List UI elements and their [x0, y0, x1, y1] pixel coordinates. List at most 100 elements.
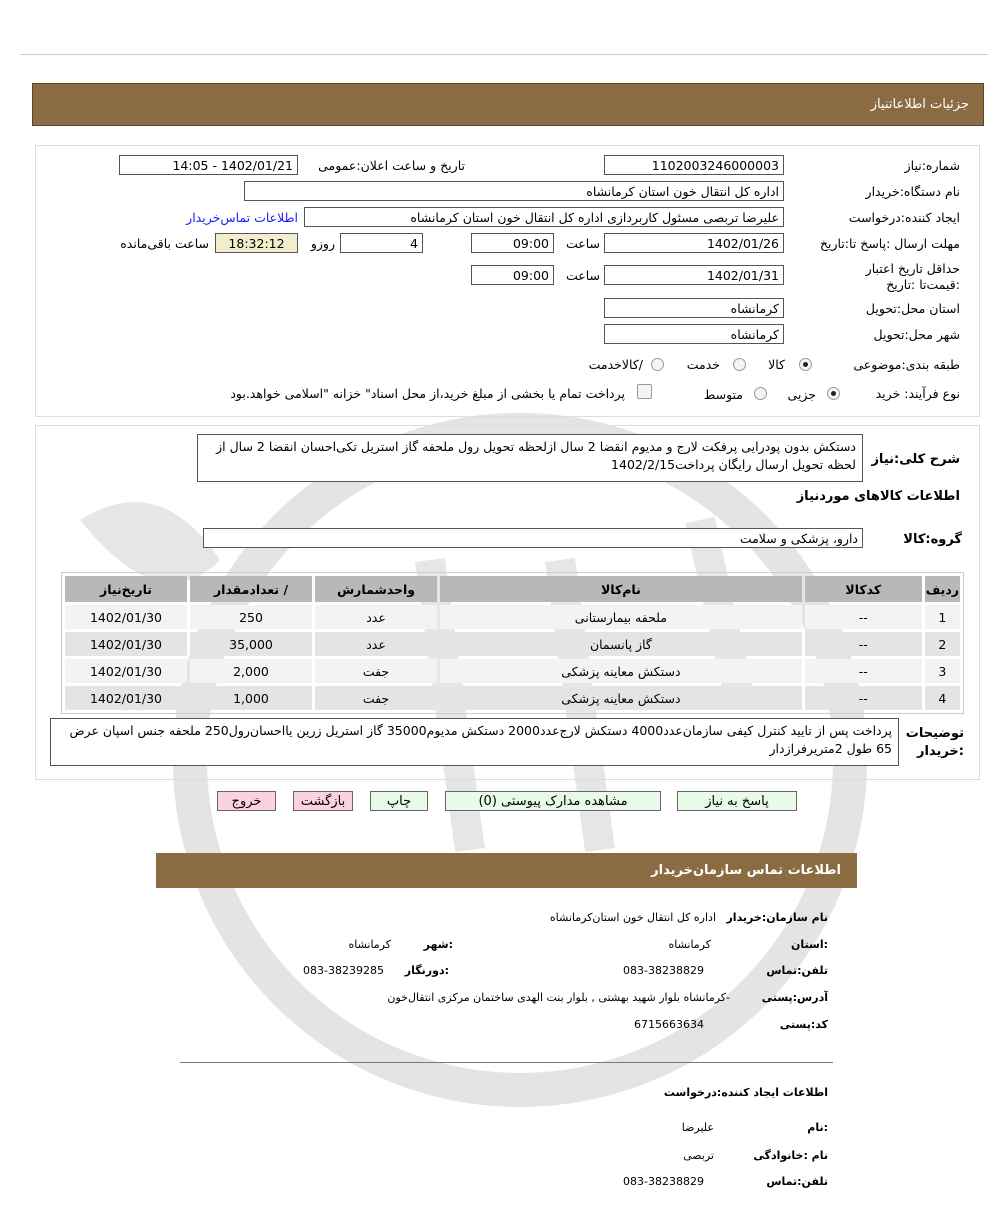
cell-qty: 35,000: [190, 632, 312, 656]
page-header: جزئیات اطلاعاتنیاز: [32, 83, 984, 126]
days-label: روزو: [310, 236, 335, 251]
table-header: ردیف کدکالا نام‌کالا واحدشمارش / تعدادمق…: [65, 576, 960, 602]
cell-date: 1402/01/30: [65, 686, 187, 710]
col-code: کدکالا: [804, 576, 922, 602]
notes-label: توضیحات :خریدار: [905, 726, 964, 759]
process-minor-label: جزیی: [787, 387, 816, 402]
creator-label: ایجاد کننده:درخواست: [848, 210, 960, 225]
contact-city-value: کرمانشاه: [348, 938, 391, 951]
group-field: دارو، پزشکی و سلامت: [203, 528, 863, 548]
phone-value: 083-38238829: [623, 964, 704, 977]
remaining-label: ساعت باقی‌مانده: [120, 236, 209, 251]
creator-name-value: علیرضا: [681, 1121, 714, 1134]
announce-field: 1402/01/21 - 14:05: [119, 155, 298, 175]
process-medium-label: متوسط: [703, 387, 743, 402]
org-label: نام سازمان:خریدار: [726, 911, 828, 924]
need-number-field: 1102003246000003: [604, 155, 784, 175]
top-divider: [20, 54, 988, 55]
cell-date: 1402/01/30: [65, 605, 187, 629]
goods-title: اطلاعات کالاهای موردنیاز: [796, 489, 960, 504]
creator-phone-value: 083-38238829: [623, 1175, 704, 1188]
cell-name: ملحفه بیمارستانی: [440, 605, 802, 629]
org-value: اداره کل انتقال خون استان‌کرمانشاه: [549, 911, 716, 924]
province-field: کرمانشاه: [604, 298, 784, 318]
cell-code: --: [804, 686, 922, 710]
deadline-label: مهلت ارسال :پاسخ تا:تاریخ: [819, 236, 960, 251]
cell-code: --: [804, 632, 922, 656]
creator-family-label: نام :خانوادگی: [753, 1149, 828, 1162]
back-button[interactable]: بازگشت: [293, 791, 353, 811]
cell-row: 1: [924, 605, 960, 629]
process-label: نوع فرآیند: خرید: [875, 386, 960, 401]
validity-date-field: 1402/01/31: [604, 265, 784, 285]
city-label: شهر محل:تحویل: [873, 327, 961, 342]
col-unit: واحدشمارش: [315, 576, 437, 602]
cell-row: 2: [924, 632, 960, 656]
process-medium-radio[interactable]: [754, 387, 767, 400]
buyer-field: اداره کل انتقال خون استان کرمانشاه: [244, 181, 784, 201]
cell-code: --: [804, 659, 922, 683]
cell-unit: عدد: [315, 605, 437, 629]
fax-value: 083-38239285: [303, 964, 384, 977]
postal-value: 6715663634: [634, 1018, 704, 1031]
treasury-note: پرداخت تمام یا بخشی از مبلغ خرید،از محل …: [230, 386, 625, 401]
exit-button[interactable]: خروج: [217, 791, 276, 811]
group-label: گروه:کالا: [903, 532, 962, 547]
deadline-time-field: 09:00: [471, 233, 554, 253]
category-goods-label: کالا: [768, 357, 785, 372]
contact-province-value: کرمانشاه: [668, 938, 711, 951]
postal-label: کد:پستی: [779, 1018, 828, 1031]
cell-name: گاز پانسمان: [440, 632, 802, 656]
col-qty: / تعدادمقدار: [190, 576, 312, 602]
goods-table: ردیف کدکالا نام‌کالا واحدشمارش / تعدادمق…: [61, 572, 964, 714]
table-row: 4 -- دستکش معاینه پزشکی جفت 1,000 1402/01/30: [65, 686, 960, 710]
attachments-button[interactable]: مشاهده مدارک پیوستی (0): [445, 791, 661, 811]
reply-button[interactable]: پاسخ به نیاز: [677, 791, 797, 811]
summary-field: دستکش بدون پودرایی پرفکت لارج و مدیوم ان…: [197, 434, 863, 482]
province-label: استان محل:تحویل: [865, 301, 960, 316]
process-minor-radio[interactable]: [827, 387, 840, 400]
announce-label: تاریخ و ساعت اعلان:عمومی: [318, 158, 465, 173]
cell-row: 3: [924, 659, 960, 683]
cell-unit: جفت: [315, 686, 437, 710]
category-both-label: /کالاخدمت: [588, 357, 643, 372]
cell-unit: عدد: [315, 632, 437, 656]
deadline-time-label: ساعت: [565, 236, 600, 251]
phone-label: تلفن:تماس: [766, 964, 828, 977]
cell-qty: 1,000: [190, 686, 312, 710]
category-label: طبقه بندی:موضوعی: [853, 357, 960, 372]
treasury-checkbox[interactable]: [637, 384, 652, 399]
creator-field: علیرضا تربصی مسئول کاربردازی اداره کل ان…: [304, 207, 784, 227]
creator-phone-label: تلفن:تماس: [766, 1175, 828, 1188]
cell-qty: 2,000: [190, 659, 312, 683]
creator-info-title: اطلاعات ایجاد کننده:درخواست: [663, 1086, 828, 1099]
table-row: 1 -- ملحفه بیمارستانی عدد 250 1402/01/30: [65, 605, 960, 629]
cell-code: --: [804, 605, 922, 629]
category-service-label: خدمت: [686, 357, 720, 372]
creator-family-value: تربصی: [683, 1149, 714, 1162]
col-row: ردیف: [924, 576, 960, 602]
category-service-radio[interactable]: [733, 358, 746, 371]
validity-label: حداقل تاریخ اعتبار :قیمت‌تا :تاریخ: [865, 261, 960, 292]
address-label: آدرس:پستی: [761, 991, 828, 1004]
buyer-contact-link[interactable]: اطلاعات تماس‌خریدار: [186, 210, 298, 225]
cell-date: 1402/01/30: [65, 659, 187, 683]
goods-panel: [35, 425, 980, 780]
creator-name-label: :نام: [807, 1121, 828, 1134]
category-goods-radio[interactable]: [799, 358, 812, 371]
need-info-panel: [35, 145, 980, 417]
cell-row: 4: [924, 686, 960, 710]
category-both-radio[interactable]: [651, 358, 664, 371]
print-button[interactable]: چاپ: [370, 791, 428, 811]
page-title: جزئیات اطلاعاتنیاز: [870, 97, 969, 112]
cell-name: دستکش معاینه پزشکی: [440, 659, 802, 683]
buyer-label: نام دستگاه:خریدار: [865, 184, 960, 199]
cell-date: 1402/01/30: [65, 632, 187, 656]
cell-qty: 250: [190, 605, 312, 629]
col-date: تاریخ‌نیاز: [65, 576, 187, 602]
col-name: نام‌کالا: [440, 576, 802, 602]
contact-city-label: :شهر: [423, 938, 453, 951]
table-row: 2 -- گاز پانسمان عدد 35,000 1402/01/30: [65, 632, 960, 656]
deadline-date-field: 1402/01/26: [604, 233, 784, 253]
